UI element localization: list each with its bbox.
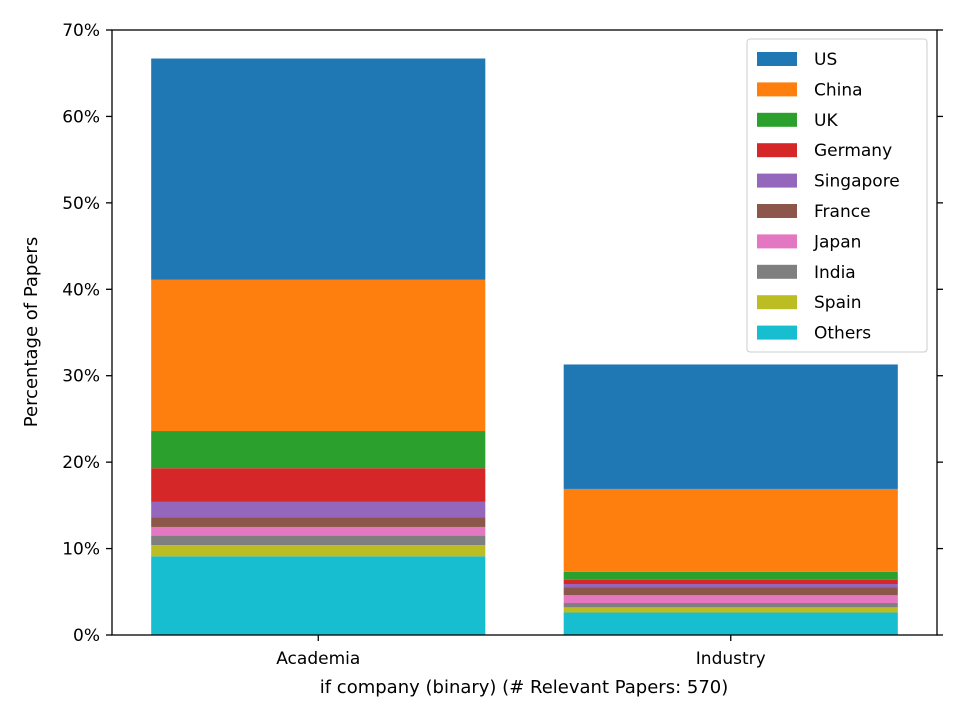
bar-segment-academia-china [151, 279, 486, 432]
bar-segment-industry-us [563, 364, 898, 489]
legend-swatch-japan [757, 234, 797, 249]
plot-frame [111, 29, 938, 636]
legend: US China UK Germany Singapore France Japan Indi… [746, 38, 928, 353]
y-tick-label: 10% [62, 540, 100, 560]
bar-segment-academia-singapore [151, 501, 486, 518]
x-axis-label: if company (binary) (# Relevant Papers: … [320, 677, 729, 698]
y-tick-label: 0% [73, 626, 100, 646]
y-tick-label: 60% [62, 107, 100, 127]
x-tick-label-industry: Industry [696, 649, 766, 669]
bar-segment-academia-japan [151, 526, 486, 536]
legend-label-spain: Spain [814, 293, 862, 313]
legend-swatch-others [757, 325, 797, 340]
legend-swatch-india [757, 264, 797, 279]
legend-label-japan: Japan [813, 232, 861, 252]
x-tick-label-academia: Academia [276, 649, 360, 669]
y-tick-label: 50% [62, 194, 100, 214]
legend-label-france: France [814, 202, 871, 222]
bar-segment-industry-france [563, 587, 898, 596]
y-tick-label: 70% [62, 21, 100, 41]
bar-segment-industry-germany [563, 579, 898, 585]
legend-label-others: Others [814, 324, 871, 344]
y-tick-label: 20% [62, 453, 100, 473]
legend-label-us: US [814, 50, 837, 70]
bar-segment-academia-france [151, 517, 486, 527]
y-tick-label: 40% [62, 280, 100, 300]
bar-segment-academia-spain [151, 545, 486, 557]
y-tick-label: 30% [62, 367, 100, 387]
legend-label-singapore: Singapore [814, 172, 900, 192]
legend-swatch-china [757, 82, 797, 97]
legend-swatch-germany [757, 143, 797, 158]
bar-segment-academia-germany [151, 468, 486, 502]
legend-label-china: China [814, 80, 863, 100]
bar-segment-industry-japan [563, 595, 898, 604]
y-axis-label: Percentage of Papers [21, 237, 42, 427]
legend-swatch-uk [757, 112, 797, 127]
bar-segment-industry-spain [563, 607, 898, 613]
bar-segment-industry-singapore [563, 584, 898, 588]
bar-segment-industry-uk [563, 571, 898, 580]
legend-swatch-france [757, 204, 797, 218]
bar-segment-academia-us [151, 58, 486, 280]
bar-segment-academia-uk [151, 431, 486, 469]
bar-segment-academia-others [151, 556, 486, 635]
bars-layer [151, 58, 898, 635]
bar-segment-industry-china [563, 488, 898, 572]
bar-segment-academia-india [151, 535, 486, 546]
legend-label-uk: UK [814, 111, 838, 131]
bar-segment-industry-india [563, 603, 898, 608]
legend-label-germany: Germany [814, 141, 892, 161]
x-axis: Academia Industry [276, 635, 766, 669]
legend-label-india: India [814, 263, 856, 283]
legend-swatch-spain [757, 295, 797, 310]
legend-swatch-us [757, 52, 797, 66]
legend-swatch-singapore [757, 173, 797, 188]
bar-segment-industry-others [563, 612, 898, 635]
y-axis: 0% 10% 20% 30% 40% 50% 60% 70% [62, 21, 943, 646]
